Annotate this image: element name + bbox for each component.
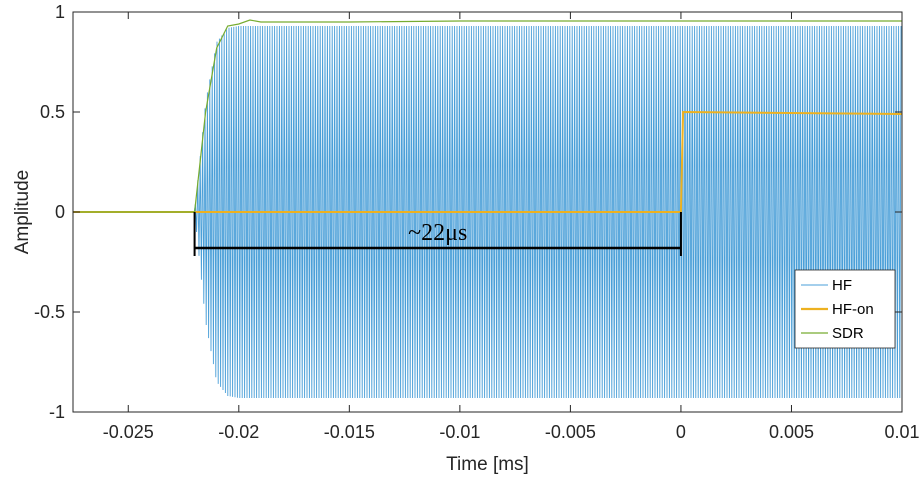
x-tick-label: -0.015 (324, 422, 375, 442)
x-tick-label: -0.02 (218, 422, 259, 442)
series-hf-on-line (73, 110, 902, 213)
y-axis-title: Amplitude (12, 170, 33, 255)
series-hf-line (73, 25, 902, 399)
x-tick-label: -0.005 (545, 422, 596, 442)
y-tick-label: -1 (49, 402, 65, 422)
y-tick-label: 1 (55, 2, 65, 22)
x-tick-label: -0.025 (103, 422, 154, 442)
legend-label-hf-on: HF-on (832, 301, 874, 318)
x-tick-label: 0.005 (769, 422, 814, 442)
y-tick-label: -0.5 (34, 302, 65, 322)
y-tick-label: 0.5 (40, 102, 65, 122)
annotation-label: ~22μs (408, 220, 467, 246)
y-tick-label: 0 (55, 202, 65, 222)
legend-label-sdr: SDR (832, 325, 864, 342)
x-tick-label: 0.01 (884, 422, 919, 442)
x-tick-label: 0 (676, 422, 686, 442)
x-axis-title: Time [ms] (446, 454, 529, 475)
series-sdr-line (73, 19, 902, 213)
x-tick-label: -0.01 (439, 422, 480, 442)
axes: -0.025 -0.02 -0.015 -0.01 -0.005 0 0.005 0.01 -1… (12, 2, 920, 475)
legend: HF HF-on SDR (794, 269, 896, 349)
legend-label-hf: HF (832, 277, 852, 294)
plot-area: ~22μs (73, 19, 902, 399)
